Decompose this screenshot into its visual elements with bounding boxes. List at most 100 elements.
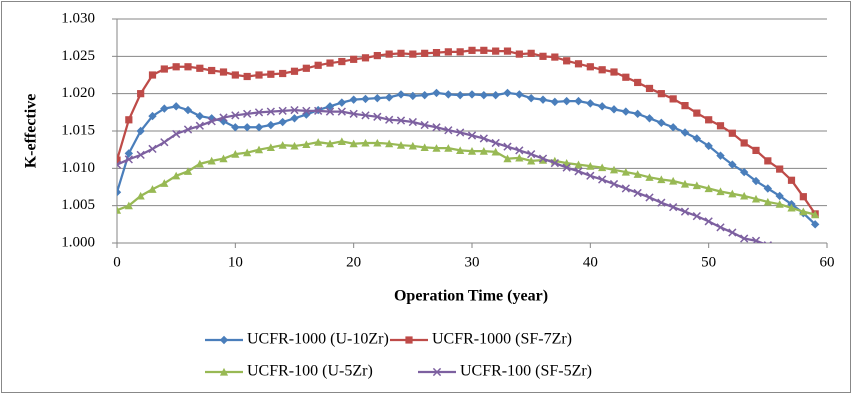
- marker: [645, 193, 654, 202]
- marker: [609, 165, 619, 174]
- marker: [538, 154, 548, 163]
- marker: [125, 116, 133, 124]
- marker: [669, 203, 678, 212]
- marker: [444, 48, 452, 56]
- marker: [325, 107, 335, 116]
- marker: [432, 49, 441, 57]
- marker: [266, 120, 276, 130]
- marker: [538, 156, 548, 164]
- marker: [117, 188, 122, 197]
- marker: [338, 57, 346, 66]
- marker: [266, 107, 275, 116]
- marker: [231, 111, 240, 120]
- marker: [633, 109, 642, 119]
- marker: [172, 129, 181, 139]
- marker: [409, 50, 417, 58]
- marker: [479, 134, 488, 143]
- marker: [255, 71, 263, 79]
- marker: [680, 128, 690, 137]
- marker: [563, 57, 571, 65]
- marker: [432, 88, 441, 98]
- marker: [456, 48, 464, 56]
- marker: [621, 184, 630, 193]
- marker: [751, 194, 761, 203]
- x-tick-label: 30: [465, 254, 480, 270]
- marker: [740, 139, 748, 147]
- marker: [574, 160, 583, 169]
- marker: [325, 139, 335, 148]
- legend-label: UCFR-1000 (U-10Zr): [247, 331, 389, 348]
- marker: [763, 197, 772, 206]
- marker: [243, 148, 252, 157]
- y-tick-label: 1.005: [61, 197, 95, 213]
- marker: [692, 211, 701, 221]
- x-tick-label: 20: [346, 254, 361, 270]
- y-axis-title: K-effective: [23, 94, 40, 169]
- marker: [290, 67, 299, 75]
- marker: [361, 54, 370, 62]
- marker: [764, 157, 772, 165]
- marker: [787, 203, 796, 212]
- marker: [231, 71, 239, 79]
- marker: [160, 179, 169, 187]
- marker: [266, 143, 275, 152]
- marker: [207, 117, 216, 126]
- y-tick-label: 1.020: [61, 85, 95, 101]
- marker: [680, 207, 690, 216]
- marker: [586, 99, 595, 108]
- marker: [148, 185, 157, 193]
- marker: [704, 184, 713, 193]
- marker: [290, 141, 299, 150]
- marker: [692, 134, 702, 143]
- marker: [361, 138, 370, 147]
- marker: [799, 193, 807, 201]
- marker: [716, 223, 725, 232]
- marker: [208, 66, 216, 75]
- marker: [716, 187, 725, 196]
- marker: [314, 61, 322, 69]
- marker: [337, 98, 347, 107]
- marker: [219, 367, 229, 376]
- marker: [160, 65, 168, 73]
- marker: [609, 105, 619, 114]
- marker: [219, 68, 228, 76]
- marker: [811, 210, 820, 219]
- marker: [692, 181, 701, 190]
- marker: [373, 51, 381, 60]
- marker: [503, 47, 512, 55]
- marker: [267, 70, 275, 78]
- marker: [705, 116, 713, 124]
- marker: [117, 206, 122, 214]
- marker: [467, 147, 477, 155]
- series-line: [117, 108, 766, 243]
- marker: [740, 234, 749, 243]
- marker: [551, 53, 559, 61]
- marker: [515, 153, 524, 162]
- y-tick-label: 1.025: [61, 48, 95, 64]
- marker: [527, 156, 536, 165]
- marker: [634, 78, 642, 87]
- marker: [716, 151, 725, 160]
- marker: [621, 167, 630, 176]
- marker: [184, 63, 192, 71]
- marker: [172, 171, 181, 180]
- marker: [728, 228, 737, 237]
- marker: [349, 139, 358, 148]
- marker: [645, 84, 654, 93]
- marker: [787, 176, 796, 184]
- marker: [468, 46, 476, 54]
- marker: [373, 93, 382, 103]
- marker: [479, 147, 488, 155]
- marker: [562, 163, 571, 172]
- marker: [479, 90, 489, 100]
- marker: [515, 90, 524, 99]
- marker: [503, 88, 512, 98]
- marker: [160, 104, 169, 113]
- marker: [279, 69, 287, 78]
- marker: [716, 122, 725, 130]
- marker: [408, 91, 418, 101]
- marker: [171, 102, 181, 111]
- marker: [586, 171, 595, 180]
- marker: [515, 146, 524, 155]
